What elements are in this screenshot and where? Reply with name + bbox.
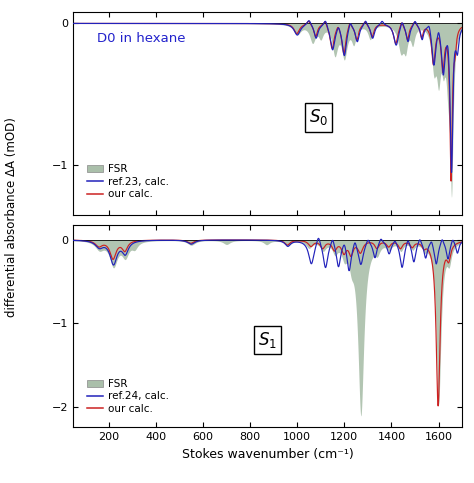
Legend: FSR, ref.23, calc., our calc.: FSR, ref.23, calc., our calc. [82, 160, 173, 203]
Text: $S_1$: $S_1$ [258, 330, 277, 350]
Legend: FSR, ref.24, calc., our calc.: FSR, ref.24, calc., our calc. [82, 375, 173, 418]
Text: $S_0$: $S_0$ [309, 107, 328, 128]
Text: differential absorbance ΔA (mOD): differential absorbance ΔA (mOD) [5, 117, 18, 317]
X-axis label: Stokes wavenumber (cm⁻¹): Stokes wavenumber (cm⁻¹) [182, 448, 354, 461]
Text: D0 in hexane: D0 in hexane [97, 32, 185, 45]
